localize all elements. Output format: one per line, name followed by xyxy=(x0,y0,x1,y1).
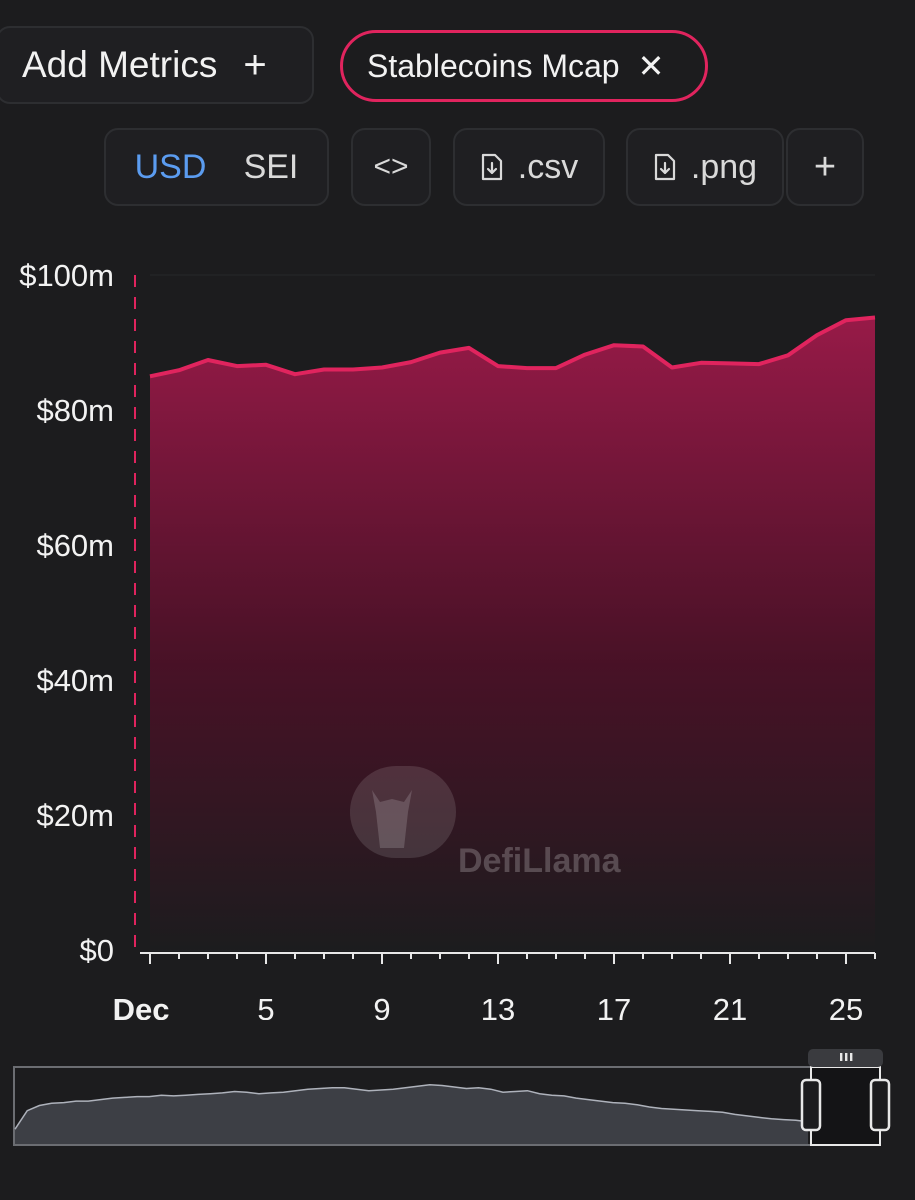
brush-handle-right[interactable] xyxy=(869,1078,891,1132)
y-axis: $100m $80m $60m $40m $20m $0 xyxy=(19,258,114,968)
y-tick-label: $80m xyxy=(36,393,114,428)
x-tick-label: 25 xyxy=(829,992,863,1020)
embed-button[interactable]: <> xyxy=(351,128,431,206)
x-tick-label: 9 xyxy=(373,992,390,1020)
currency-option-sei[interactable]: SEI xyxy=(243,147,299,186)
overview-area xyxy=(14,1084,809,1144)
range-brush[interactable] xyxy=(0,1040,915,1160)
x-tick-label: 5 xyxy=(257,992,274,1020)
y-tick-label: $40m xyxy=(36,663,114,698)
y-tick-label: $0 xyxy=(80,933,114,968)
code-icon: <> xyxy=(373,150,409,183)
series-line xyxy=(149,315,876,379)
x-tick-label: 13 xyxy=(481,992,515,1020)
png-label: .png xyxy=(690,147,758,186)
plus-icon: + xyxy=(243,43,267,87)
area-chart[interactable]: DefiLlama $100m $80m $60m $40m $20m $0 Dec 5 9 1… xyxy=(0,230,915,1020)
grip-icon xyxy=(840,1053,853,1061)
y-tick-label: $100m xyxy=(19,258,114,293)
x-tick-label: 21 xyxy=(713,992,747,1020)
file-download-icon xyxy=(654,153,676,181)
download-png-button[interactable]: .png xyxy=(626,128,784,206)
currency-option-usd[interactable]: USD xyxy=(134,147,207,186)
area-fill xyxy=(150,317,875,950)
brush-selection[interactable] xyxy=(810,1066,881,1146)
plus-icon: + xyxy=(813,145,837,188)
llama-logo-icon xyxy=(349,766,456,858)
metric-chip-label: Stablecoins Mcap xyxy=(367,47,620,84)
currency-toggle[interactable]: USD SEI xyxy=(104,128,329,206)
add-metrics-label: Add Metrics xyxy=(22,44,218,85)
overview-fill xyxy=(15,1084,808,1144)
series-line-path xyxy=(149,315,876,379)
x-tick-label: 17 xyxy=(597,992,631,1020)
metric-chip-stablecoins-mcap[interactable]: Stablecoins Mcap ✕ xyxy=(340,30,708,102)
csv-label: .csv xyxy=(517,147,579,186)
watermark-text: DefiLlama xyxy=(458,842,622,880)
area-series xyxy=(150,317,875,950)
overview-line xyxy=(14,1084,809,1130)
file-download-icon xyxy=(481,153,502,181)
download-csv-button[interactable]: .csv xyxy=(453,128,605,206)
y-tick-label: $60m xyxy=(36,528,114,563)
y-tick-label: $20m xyxy=(36,798,114,833)
more-options-button[interactable]: + xyxy=(786,128,864,206)
close-icon[interactable]: ✕ xyxy=(637,48,665,84)
x-tick-label: Dec xyxy=(113,992,170,1020)
defillama-watermark: DefiLlama xyxy=(349,766,622,880)
x-axis: Dec 5 9 13 17 21 25 xyxy=(113,952,876,1020)
add-metrics-button[interactable]: Add Metrics + xyxy=(0,26,314,104)
brush-handle-left[interactable] xyxy=(800,1078,822,1132)
